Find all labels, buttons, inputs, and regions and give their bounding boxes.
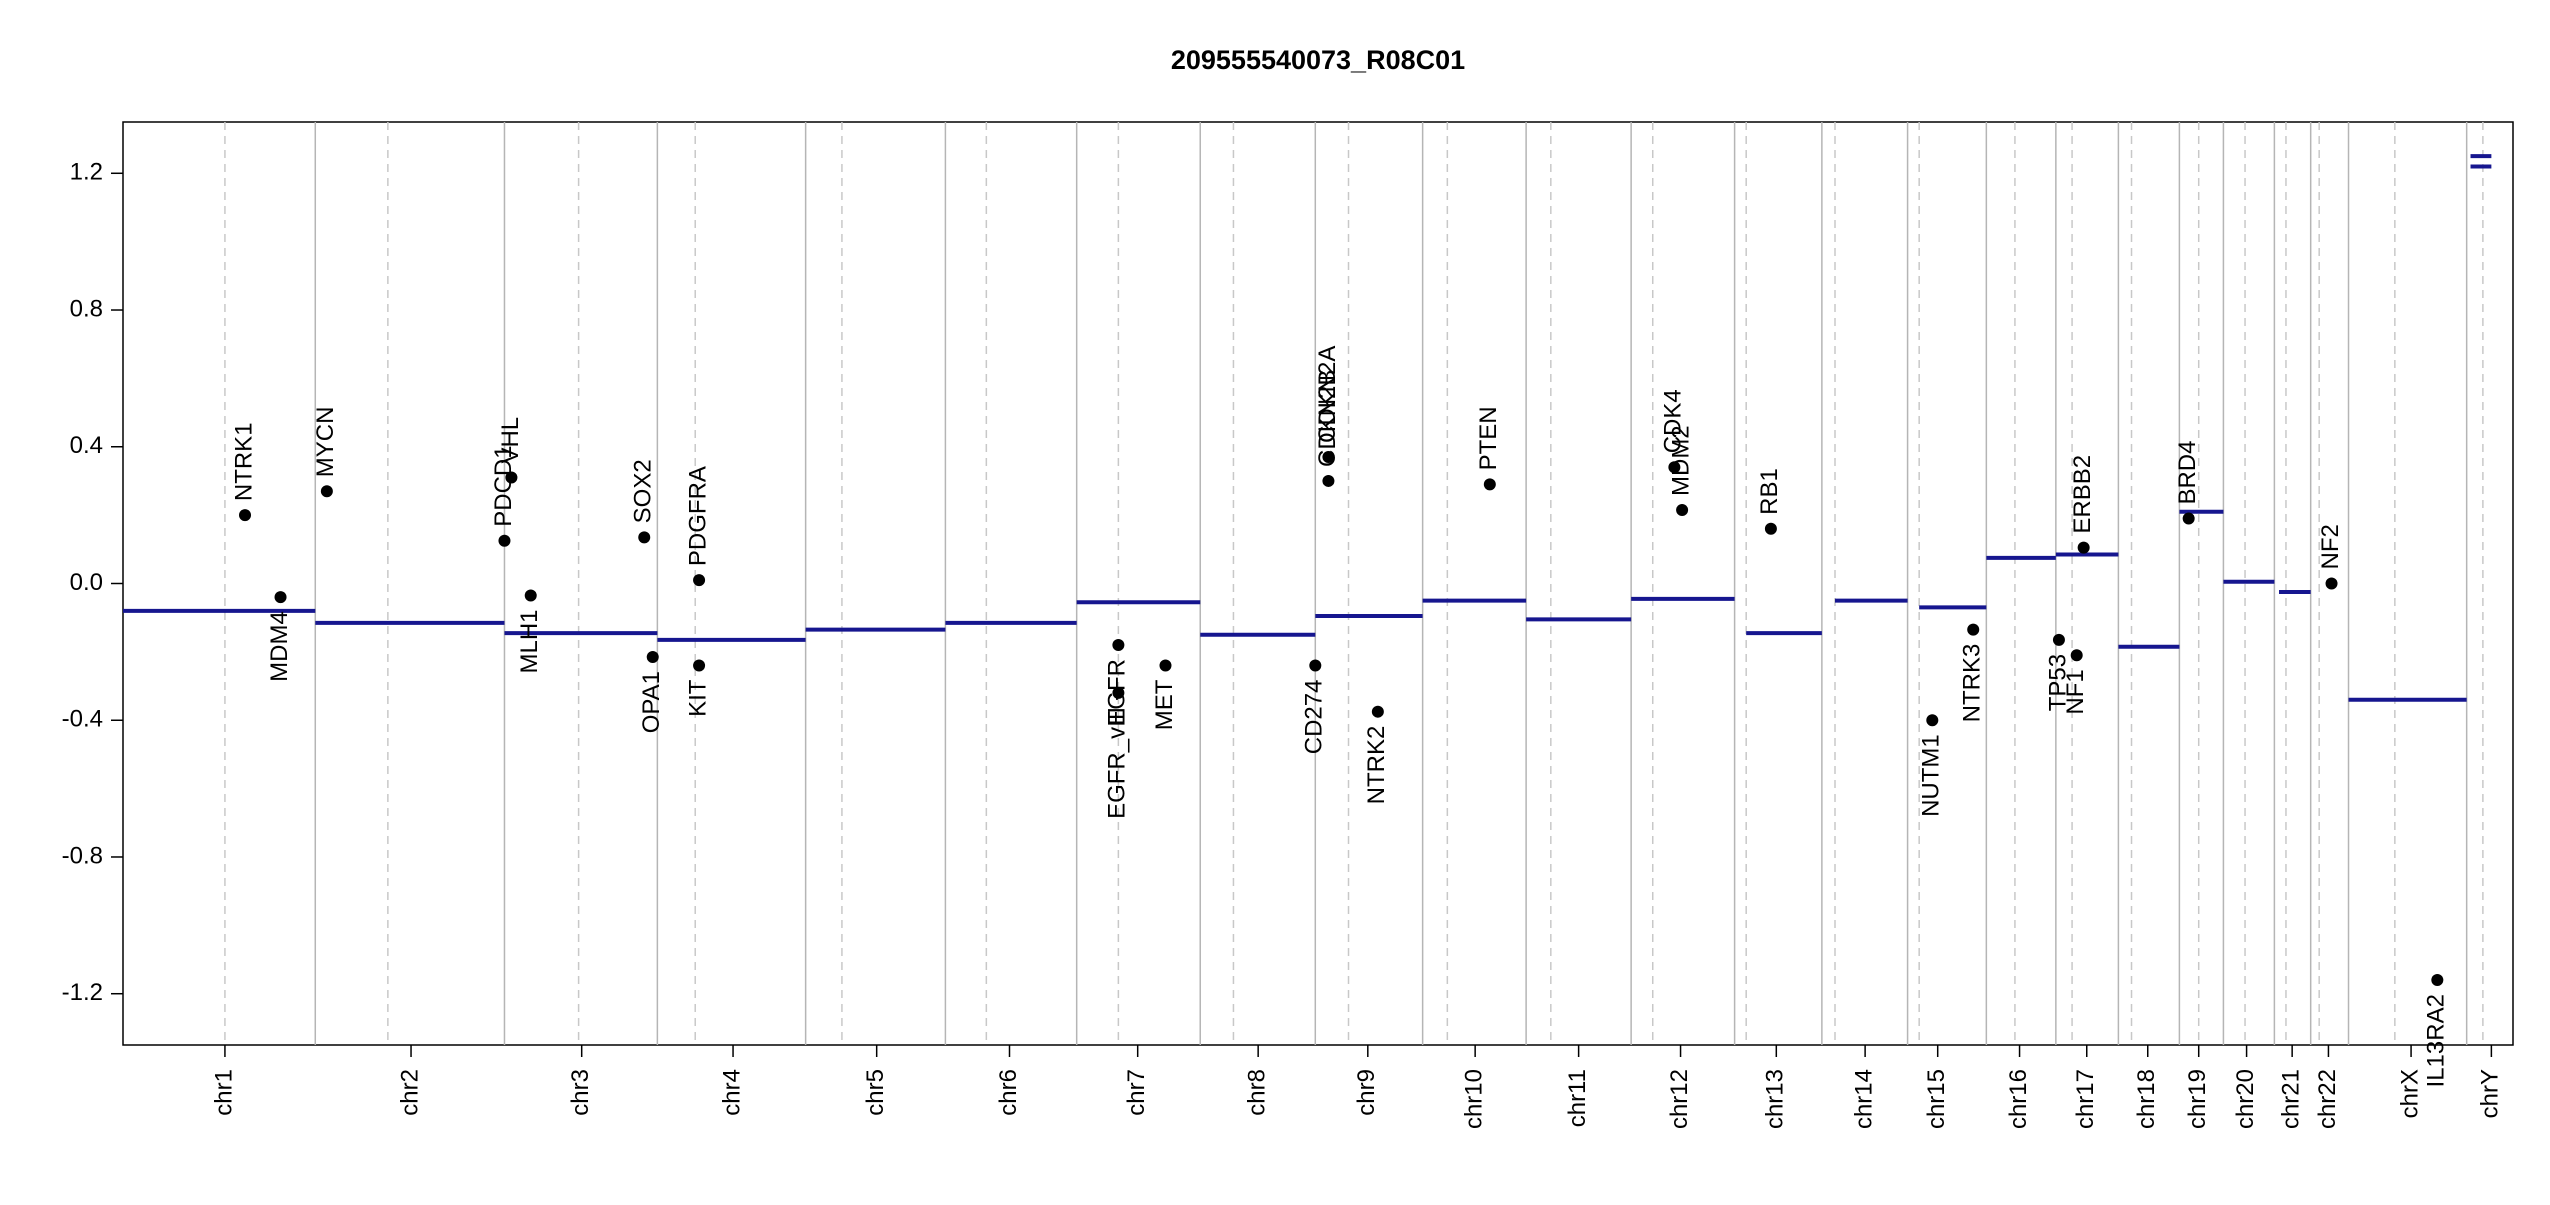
gene-point xyxy=(1159,659,1172,672)
gene-label: CD274 xyxy=(1301,680,1328,755)
gene-label: CDKN2B xyxy=(1314,370,1341,467)
gene-label: MYCN xyxy=(312,407,339,478)
y-tick-label: -0.4 xyxy=(62,706,103,733)
gene-label: MDM4 xyxy=(266,611,293,682)
x-tick-label: chr9 xyxy=(1353,1069,1380,1116)
gene-point xyxy=(274,591,287,604)
gene-point xyxy=(1112,686,1125,699)
gene-label: NTRK2 xyxy=(1363,726,1390,805)
gene-point xyxy=(2052,633,2065,646)
gene-point xyxy=(638,531,651,544)
gene-point xyxy=(505,471,518,484)
gene-label: MLH1 xyxy=(516,609,543,673)
gene-point xyxy=(2077,541,2090,554)
gene-label: RB1 xyxy=(1756,468,1783,515)
x-tick-label: chr18 xyxy=(2133,1069,2160,1129)
x-tick-label: chr11 xyxy=(1564,1069,1591,1127)
gene-point xyxy=(1926,714,1939,727)
x-tick-label: chr2 xyxy=(396,1069,423,1116)
gene-label: ERBB2 xyxy=(2069,455,2096,534)
x-tick-label: chr3 xyxy=(567,1069,594,1116)
gene-point xyxy=(1322,451,1335,464)
gene-point xyxy=(524,589,537,602)
gene-label: PDCD1 xyxy=(490,445,517,526)
gene-point xyxy=(2182,512,2195,525)
gene-point xyxy=(498,534,511,547)
x-tick-label: chr16 xyxy=(2005,1069,2032,1129)
plot-frame xyxy=(122,121,2514,1046)
gene-label: KIT xyxy=(684,679,711,717)
y-tick-label: 0.4 xyxy=(70,432,103,459)
x-tick-label: chr4 xyxy=(718,1069,745,1116)
x-tick-label: chr8 xyxy=(1243,1069,1270,1116)
gene-point xyxy=(1112,639,1125,652)
x-tick-label: chrY xyxy=(2477,1069,2504,1118)
gene-point xyxy=(1371,705,1384,718)
gene-label: PDGFRA xyxy=(684,466,711,566)
gene-label: CDK4 xyxy=(1660,389,1687,453)
gene-point xyxy=(320,485,333,498)
x-tick-label: chr22 xyxy=(2314,1069,2341,1129)
gene-point xyxy=(2325,577,2338,590)
x-tick-label: chrX xyxy=(2396,1069,2423,1118)
gene-label: NF2 xyxy=(2317,524,2344,569)
gene-point xyxy=(2070,649,2083,662)
gene-point xyxy=(1668,461,1681,474)
gene-label: CDKN2A xyxy=(1314,346,1341,443)
x-tick-label: chr12 xyxy=(1666,1069,1693,1129)
gene-label: MET xyxy=(1151,679,1178,730)
gene-point xyxy=(646,650,659,663)
x-tick-label: chr6 xyxy=(995,1069,1022,1116)
gene-label: EGFR_vIII xyxy=(1104,707,1131,819)
gene-point xyxy=(1676,504,1689,517)
x-tick-label: chr7 xyxy=(1123,1069,1150,1116)
gene-label: OPA1 xyxy=(638,671,665,733)
gene-label: NUTM1 xyxy=(1918,734,1945,817)
gene-label: SOX2 xyxy=(630,459,657,523)
gene-point xyxy=(1764,522,1777,535)
x-tick-label: chr14 xyxy=(1850,1069,1877,1129)
gene-label: MDM2 xyxy=(1667,425,1694,496)
gene-label: NF1 xyxy=(2062,669,2089,714)
chart-title: 209555540073_R08C01 xyxy=(1171,45,1465,75)
gene-point xyxy=(1322,474,1335,487)
x-tick-label: chr10 xyxy=(1460,1069,1487,1129)
gene-point xyxy=(693,659,706,672)
gene-label: NTRK3 xyxy=(1959,644,1986,723)
gene-point xyxy=(2431,974,2444,987)
gene-label: VHL xyxy=(497,417,524,464)
gene-label: NTRK1 xyxy=(230,422,257,501)
x-tick-label: chr17 xyxy=(2072,1069,2099,1129)
y-tick-label: 0.8 xyxy=(70,295,103,322)
gene-point xyxy=(1483,478,1496,491)
x-tick-label: chr20 xyxy=(2232,1069,2259,1129)
x-tick-label: chr21 xyxy=(2277,1069,2304,1129)
gene-label: TP53 xyxy=(2044,654,2071,711)
x-tick-label: chr13 xyxy=(1762,1069,1789,1129)
x-tick-label: chr1 xyxy=(210,1069,237,1116)
gene-label: IL13RA2 xyxy=(2423,994,2450,1087)
y-tick-label: 0.0 xyxy=(70,569,103,596)
x-tick-label: chr5 xyxy=(862,1069,889,1116)
gene-point xyxy=(1309,659,1322,672)
x-tick-label: chr19 xyxy=(2184,1069,2211,1129)
gene-point xyxy=(1967,623,1980,636)
y-tick-label: -1.2 xyxy=(62,979,103,1006)
gene-point xyxy=(239,509,252,522)
x-tick-label: chr15 xyxy=(1923,1069,1950,1129)
gene-label: PTEN xyxy=(1475,406,1502,470)
y-tick-label: -0.8 xyxy=(62,842,103,869)
y-tick-label: 1.2 xyxy=(70,159,103,186)
gene-label: BRD4 xyxy=(2174,441,2201,505)
gene-point xyxy=(693,574,706,587)
